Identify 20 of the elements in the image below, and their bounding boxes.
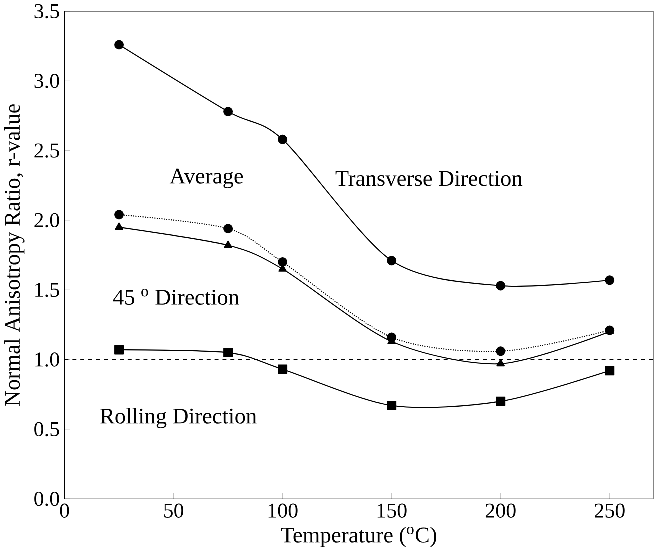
x-tick-label: 150 [378,504,407,518]
y-tick-label: 3.0 [34,74,60,88]
y-tick-label: 0.0 [34,492,60,506]
y-tick-label: 1.0 [36,352,60,368]
y-tick-label: 2.0 [34,213,60,228]
y-axis-title: Normal Anisotropy Ratio, r-value [4,104,25,406]
y-tick-label: 3.5 [34,4,60,19]
x-tick-label: 50 [164,504,184,518]
x-tick-label: 100 [268,504,298,518]
series-label: Average [170,168,244,189]
y-tick-label: 0.5 [34,422,60,437]
series-label: 45 $^{o}$ Direction [113,289,240,306]
y-tick-label: 2.5 [34,144,60,158]
x-tick-label: 200 [486,504,516,518]
series-label: Rolling Direction [100,408,257,429]
x-tick-label: 0 [60,504,70,518]
y-tick-label: 1.5 [36,283,60,298]
series-label: Transverse Direction [336,171,523,186]
x-axis-title: Temperature ($^{o}$C) [281,527,436,548]
x-tick-label: 250 [595,504,625,518]
